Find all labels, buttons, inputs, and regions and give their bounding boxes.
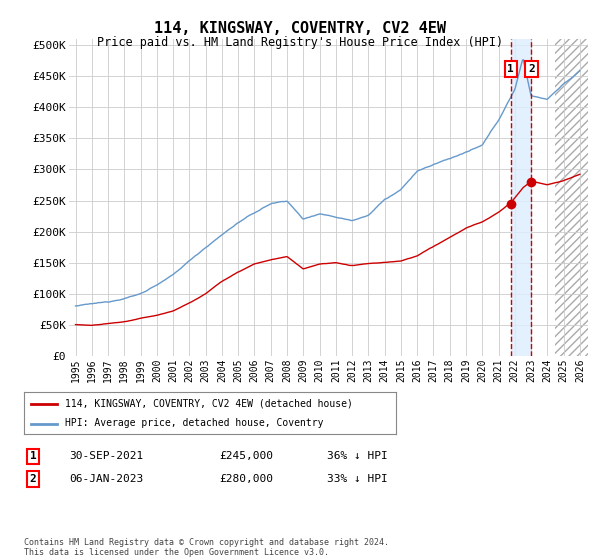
Text: HPI: Average price, detached house, Coventry: HPI: Average price, detached house, Cove… xyxy=(65,418,323,428)
Text: Price paid vs. HM Land Registry's House Price Index (HPI): Price paid vs. HM Land Registry's House … xyxy=(97,36,503,49)
Text: 114, KINGSWAY, COVENTRY, CV2 4EW (detached house): 114, KINGSWAY, COVENTRY, CV2 4EW (detach… xyxy=(65,399,353,409)
Text: 2: 2 xyxy=(528,64,535,74)
Text: 30-SEP-2021: 30-SEP-2021 xyxy=(69,451,143,461)
Text: 36% ↓ HPI: 36% ↓ HPI xyxy=(327,451,388,461)
Bar xyxy=(556,39,596,356)
Text: 2: 2 xyxy=(29,474,37,484)
Text: 1: 1 xyxy=(29,451,37,461)
Bar xyxy=(511,39,532,356)
Text: £280,000: £280,000 xyxy=(219,474,273,484)
Text: 06-JAN-2023: 06-JAN-2023 xyxy=(69,474,143,484)
Text: Contains HM Land Registry data © Crown copyright and database right 2024.
This d: Contains HM Land Registry data © Crown c… xyxy=(24,538,389,557)
Text: 1: 1 xyxy=(508,64,514,74)
Text: £245,000: £245,000 xyxy=(219,451,273,461)
Text: 33% ↓ HPI: 33% ↓ HPI xyxy=(327,474,388,484)
Text: 114, KINGSWAY, COVENTRY, CV2 4EW: 114, KINGSWAY, COVENTRY, CV2 4EW xyxy=(154,21,446,36)
